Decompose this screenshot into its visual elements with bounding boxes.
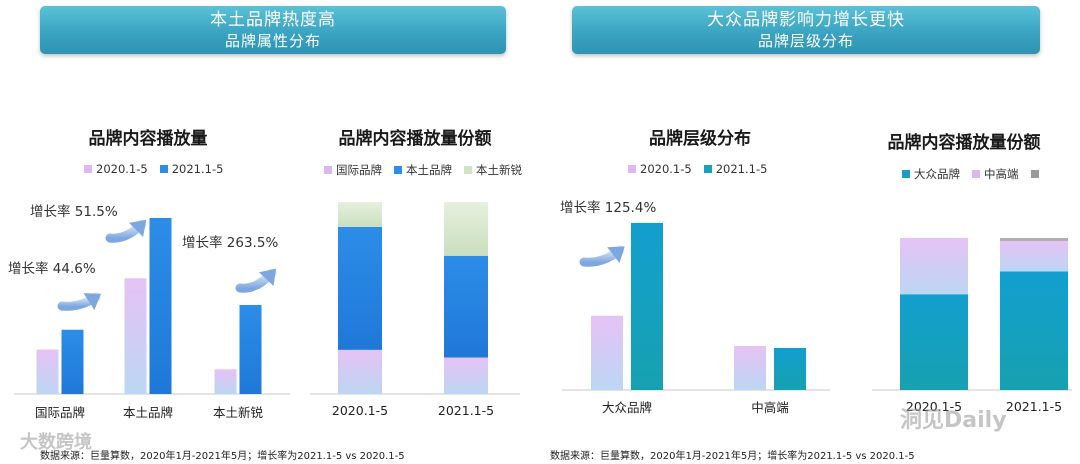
legend-swatch [84, 165, 92, 173]
chart4-tick-label: 2021.1-5 [1006, 399, 1062, 414]
legend-swatch [159, 165, 168, 173]
banner-left: 本土品牌热度高 品牌属性分布 [40, 6, 506, 54]
chart3-bar-2021 [774, 347, 806, 390]
chart3-bar-2020 [734, 346, 766, 390]
chart2-segment [444, 357, 488, 394]
chart4-legend: 大众品牌 中高端 [902, 166, 1043, 182]
chart3-tick-label: 中高端 [751, 400, 789, 415]
chart2-segment [444, 255, 488, 358]
banner-left-title: 本土品牌热度高 [210, 9, 336, 30]
chart4-segment [1000, 238, 1068, 242]
legend-swatch [703, 165, 712, 173]
chart4-title: 品牌内容播放量份额 [887, 133, 1041, 153]
chart3-title: 品牌层级分布 [649, 129, 751, 149]
chart2-tick-label: 2021.1-5 [438, 403, 494, 418]
chart2-segment [338, 349, 382, 394]
chart4-legend-label-1: 大众品牌 [914, 167, 960, 181]
chart4-segment [1000, 241, 1068, 272]
chart2-segment [338, 226, 382, 350]
chart1-tick-label: 国际品牌 [35, 405, 85, 420]
chart3-bar-2021 [631, 222, 663, 390]
chart2-tick-label: 2020.1-5 [332, 403, 388, 418]
chart1-legend-item-2: 2021.1-5 [159, 162, 224, 176]
chart1-tick-label: 本土品牌 [123, 405, 173, 420]
chart1-arrow-3-head [258, 268, 277, 286]
legend-swatch [1030, 170, 1039, 178]
chart2-legend-item-1: 国际品牌 [324, 162, 382, 178]
chart3-legend-label-1: 2020.1-5 [640, 162, 692, 176]
chart1-tick-label: 本土新锐 [213, 405, 264, 420]
chart1-annotation-3: 增长率 263.5% [182, 234, 278, 251]
legend-swatch [324, 166, 332, 174]
chart3-legend-item-2: 2021.1-5 [703, 162, 768, 176]
chart2-legend-item-3: 本土新锐 [464, 162, 522, 178]
chart3-tick-label: 大众品牌 [602, 400, 652, 415]
chart1-bar-2020 [214, 369, 237, 394]
chart4-tick-label: 2020.1-5 [906, 399, 962, 414]
banner-left-subtitle: 品牌属性分布 [224, 31, 321, 50]
legend-swatch [972, 170, 980, 178]
chart4-legend-item-1: 大众品牌 [902, 166, 960, 182]
chart1-legend-label-2: 2021.1-5 [171, 162, 224, 176]
chart4-legend-label-2: 中高端 [984, 167, 1019, 181]
chart1-bar-2020 [36, 349, 59, 394]
chart3-legend-item-1: 2020.1-5 [628, 162, 692, 176]
chart1-bar-2020 [124, 278, 147, 394]
chart3-bar-2020 [591, 315, 623, 390]
footer-left: 数据来源：巨量算数，2020年1月-2021年5月；增长率为2021.1-5 v… [40, 451, 405, 462]
chart3-legend: 2020.1-5 2021.1-5 [628, 162, 767, 176]
chart4-legend-item-2: 中高端 [972, 166, 1019, 182]
chart2-segment [338, 202, 382, 227]
banner-right-subtitle: 品牌层级分布 [757, 31, 854, 50]
footer-right: 数据来源：巨量算数，2020年1月-2021年5月；增长率为2021.1-5 v… [550, 451, 915, 462]
banner-right: 大众品牌影响力增长更快 品牌层级分布 [572, 6, 1040, 54]
chart1-bar-2021 [239, 305, 262, 394]
legend-swatch [464, 166, 472, 174]
chart1-bar-2021 [61, 329, 84, 394]
chart4-segment [900, 294, 968, 390]
chart1-legend-item-1: 2020.1-5 [84, 162, 148, 176]
chart4-legend-item-3 [1030, 166, 1043, 182]
chart2-legend: 国际品牌 本土品牌 本土新锐 [324, 162, 522, 178]
chart3-legend-label-2: 2021.1-5 [715, 162, 768, 176]
chart3-arrow-1-head [607, 246, 625, 264]
chart2-title: 品牌内容播放量份额 [338, 129, 492, 149]
chart1-annotation-2: 增长率 51.5% [30, 203, 118, 220]
watermark-right: 洞见Daily [900, 408, 1007, 433]
chart1-arrow-2-head [128, 219, 147, 238]
chart2-legend-label-1: 国际品牌 [336, 163, 382, 177]
watermark-left: 大数跨境 [20, 432, 92, 453]
banner-right-title: 大众品牌影响力增长更快 [707, 9, 905, 30]
chart2-segment [444, 202, 488, 256]
chart1-arrow-1-head [83, 293, 102, 310]
chart4-segment [900, 238, 968, 295]
legend-swatch [628, 165, 636, 173]
chart2-legend-label-2: 本土品牌 [406, 163, 452, 177]
chart3-annotation-1: 增长率 125.4% [560, 199, 656, 216]
chart1-annotation-1: 增长率 44.6% [8, 260, 96, 277]
chart1-legend-label-1: 2020.1-5 [96, 162, 148, 176]
chart4-segment [1000, 271, 1068, 390]
chart2-legend-label-3: 本土新锐 [476, 163, 522, 177]
chart2-legend-item-2: 本土品牌 [394, 162, 452, 178]
chart1-title: 品牌内容播放量 [88, 129, 208, 149]
legend-swatch [902, 170, 910, 178]
chart1-bar-2021 [149, 217, 172, 394]
chart1-legend: 2020.1-5 2021.1-5 [84, 162, 223, 176]
legend-swatch [394, 166, 402, 174]
